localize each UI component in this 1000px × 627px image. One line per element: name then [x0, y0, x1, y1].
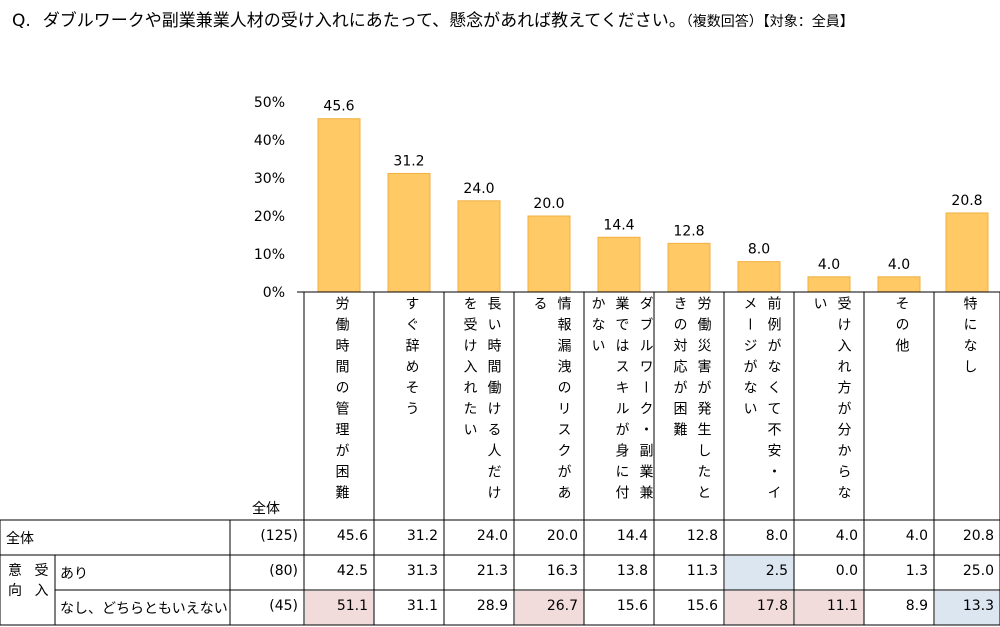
y-tick-label: 20%	[254, 209, 285, 225]
row-n: (125)	[260, 528, 298, 544]
category-label: その他	[893, 296, 910, 359]
row-n: (80)	[269, 563, 298, 579]
bar	[807, 276, 851, 293]
category-label: 受け入れ方が分からな い	[811, 296, 852, 506]
table-cell: 11.1	[826, 598, 858, 614]
table-cell: 12.8	[686, 528, 718, 544]
table-cell: 31.1	[406, 598, 438, 614]
table-cell: 42.5	[336, 563, 368, 579]
table-cell: 11.3	[686, 563, 718, 579]
highlight-cell	[725, 591, 794, 625]
table-cell: 4.0	[905, 528, 928, 544]
table-cell: 15.6	[616, 598, 648, 614]
row-sublabel: あり	[60, 566, 88, 582]
highlight-cell	[725, 556, 794, 590]
data-label: 12.8	[673, 223, 704, 239]
table-cell: 14.4	[616, 528, 648, 544]
table-cell: 24.0	[476, 528, 508, 544]
row-sublabel: なし、どちらともいえない	[60, 601, 228, 617]
table-cell: 17.8	[756, 598, 788, 614]
table-cell: 8.0	[765, 528, 788, 544]
bar	[667, 242, 711, 293]
table-cell: 8.9	[905, 598, 928, 614]
data-label: 14.4	[603, 217, 634, 233]
bar	[387, 172, 431, 293]
bar	[597, 236, 641, 293]
question: Q. ダブルワークや副業兼業人材の受け入れにあたって、懸念があれば教えてください。…	[12, 6, 854, 31]
table-cell: 20.0	[546, 528, 578, 544]
y-tick-label: 50%	[254, 95, 285, 111]
group-label: 意 受	[8, 563, 53, 579]
table-cell: 15.6	[686, 598, 718, 614]
table-cell: 21.3	[476, 563, 508, 579]
bar	[527, 215, 571, 293]
table-cell: 31.3	[406, 563, 438, 579]
table-cell: 51.1	[336, 598, 368, 614]
data-label: 24.0	[463, 181, 494, 197]
y-tick-label: 10%	[254, 247, 285, 263]
category-label: 前例がなくて不安・イ メージがない	[741, 296, 782, 506]
table-cell: 4.0	[835, 528, 858, 544]
question-note: （複数回答）【対象：全員】	[685, 14, 854, 30]
highlight-cell	[935, 591, 1000, 625]
table-cell: 31.2	[406, 528, 438, 544]
table-cell: 1.3	[905, 563, 928, 579]
highlight-cell	[795, 591, 864, 625]
group-label: 向 入	[8, 583, 53, 599]
y-tick-label: 30%	[254, 171, 285, 187]
data-label: 4.0	[888, 257, 910, 273]
category-label: 労働災害が発生したと きの対応が困難	[671, 296, 712, 506]
table-cell: 20.8	[962, 528, 994, 544]
bar	[877, 276, 921, 293]
table-cell: 45.6	[336, 528, 368, 544]
data-label: 31.2	[393, 153, 424, 169]
table-cell: 16.3	[546, 563, 578, 579]
n-column-header: 全体	[252, 501, 280, 517]
bar	[945, 212, 989, 293]
category-label: すぐ辞めそう	[403, 296, 420, 422]
highlight-cell	[515, 591, 584, 625]
question-text: ダブルワークや副業兼業人材の受け入れにあたって、懸念があれば教えてください。	[42, 11, 686, 31]
category-label: ダブルワーク・副業兼 業ではスキルが身に付 かない	[589, 296, 654, 506]
bar	[457, 200, 501, 293]
category-label: 労働時間の管理が困難	[333, 296, 350, 506]
row-label: 全体	[6, 531, 34, 547]
table-cell: 25.0	[962, 563, 994, 579]
bar	[317, 118, 361, 293]
category-label: 特になし	[961, 296, 978, 380]
data-label: 20.0	[533, 196, 564, 212]
data-label: 20.8	[951, 193, 982, 209]
table-cell: 28.9	[476, 598, 508, 614]
highlight-cell	[305, 591, 374, 625]
data-label: 4.0	[818, 257, 840, 273]
category-label: 長い時間働ける人だけ を受け入れたい	[461, 296, 502, 506]
question-mark: Q.	[12, 11, 31, 31]
table-cell: 0.0	[835, 563, 858, 579]
category-label: 情報漏洩のリスクがあ る	[531, 296, 572, 506]
data-label: 8.0	[748, 242, 770, 258]
y-tick-label: 40%	[254, 133, 285, 149]
table-cell: 26.7	[546, 598, 578, 614]
table-cell: 2.5	[765, 563, 788, 579]
y-tick-label: 0%	[263, 285, 285, 301]
bar	[737, 261, 781, 293]
data-label: 45.6	[323, 99, 354, 115]
row-n: (45)	[269, 598, 298, 614]
table-cell: 13.3	[962, 598, 994, 614]
table-cell: 13.8	[616, 563, 648, 579]
